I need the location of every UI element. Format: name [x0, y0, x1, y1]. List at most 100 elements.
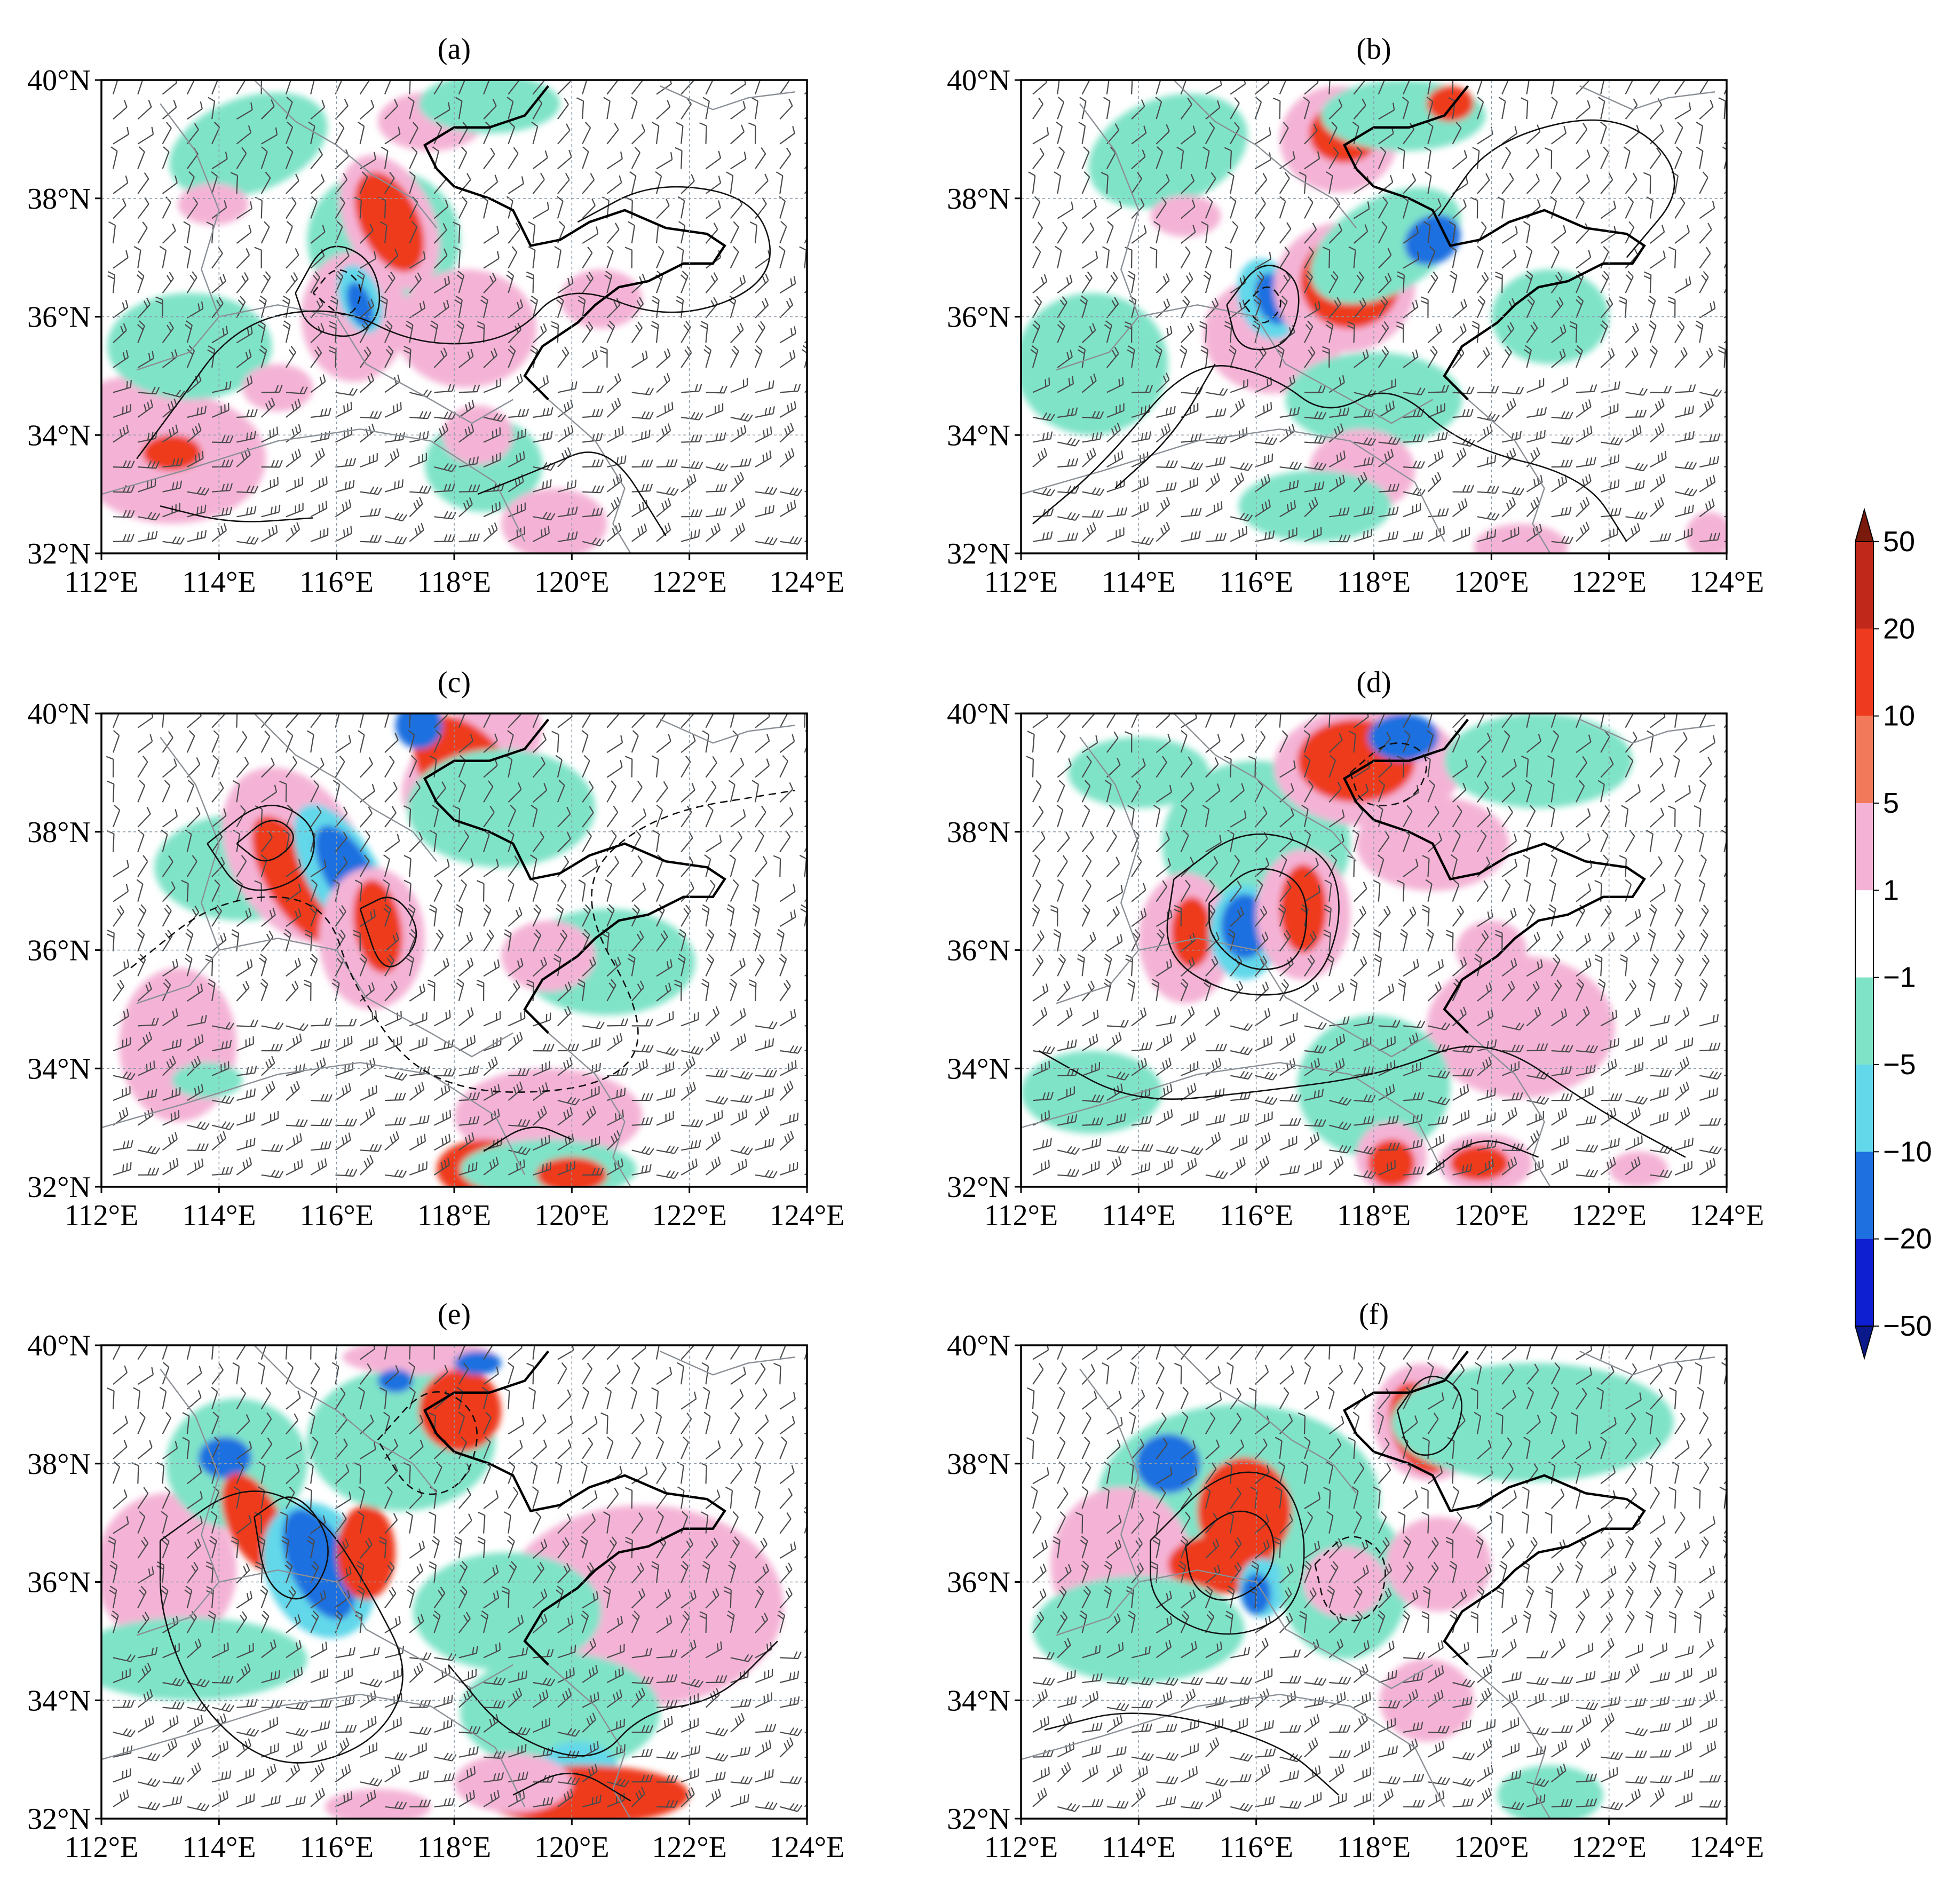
wind-barb	[681, 1718, 699, 1733]
border-line	[219, 938, 513, 1058]
wind-barb	[508, 1615, 524, 1633]
contour-line	[312, 269, 361, 315]
wind-barb	[1056, 804, 1064, 828]
wind-barb	[1477, 982, 1492, 1002]
wind-barb	[1600, 173, 1613, 194]
wind-barb	[1650, 1087, 1669, 1101]
wind-barb	[1124, 731, 1133, 753]
wind-barb	[1057, 201, 1074, 219]
wind-barb	[1549, 879, 1556, 902]
wind-barb	[1106, 146, 1116, 169]
wind-barb	[754, 345, 763, 368]
wind-barb	[1427, 1640, 1444, 1659]
wind-barb	[409, 485, 432, 494]
wind-barb	[600, 1412, 608, 1434]
wind-barb	[1575, 295, 1584, 319]
wind-barb	[359, 373, 375, 393]
wind-barb	[185, 929, 194, 952]
wind-barb	[182, 1412, 190, 1434]
wind-barb	[606, 497, 621, 518]
wind-barb	[705, 805, 714, 828]
wind-barb	[1106, 346, 1119, 368]
wind-barb	[755, 758, 770, 778]
wind-barb	[779, 1080, 794, 1101]
wind-barb	[1674, 487, 1698, 497]
wind-barb	[1304, 1391, 1319, 1410]
wind-barb	[384, 1801, 407, 1810]
wind-barb	[1304, 320, 1314, 343]
wind-barb	[1328, 713, 1331, 728]
lat-tick-label: 40°N	[27, 1329, 91, 1362]
wind-barb	[1205, 956, 1219, 977]
wind-barb	[730, 1070, 753, 1080]
wind-barb	[433, 1345, 435, 1360]
wind-barb	[1576, 1738, 1591, 1758]
wind-barb	[1674, 225, 1690, 244]
colorbar-frame	[1855, 541, 1874, 1327]
wind-barb	[1403, 173, 1417, 194]
wind-barb	[1424, 171, 1432, 194]
coastline	[423, 1350, 726, 1666]
wind-barb	[384, 1513, 398, 1534]
wind-barb	[211, 297, 224, 319]
wind-barb	[1452, 323, 1467, 344]
wind-barb	[1695, 1362, 1703, 1385]
border-line	[548, 1032, 631, 1187]
anomaly-red	[143, 435, 202, 471]
wind-barb	[162, 1776, 185, 1785]
wind-barb	[360, 1789, 376, 1807]
wind-barb	[335, 499, 352, 518]
wind-barb	[1498, 97, 1506, 120]
wind-barb	[1153, 221, 1161, 244]
wind-barb	[1600, 1712, 1615, 1733]
wind-barb	[508, 1081, 523, 1101]
wind-barb	[236, 1088, 256, 1101]
wind-barb	[1697, 1386, 1704, 1409]
wind-barb	[1081, 522, 1097, 542]
wind-barb	[384, 1586, 397, 1608]
wind-barb	[1625, 1345, 1635, 1360]
contour-line	[236, 820, 294, 862]
wind-barb	[1230, 378, 1248, 393]
wind-barb	[409, 1012, 428, 1027]
wind-barb	[508, 1670, 527, 1684]
gridlines	[101, 1345, 807, 1819]
wind-barb	[730, 152, 747, 170]
wind-barb	[755, 1612, 769, 1633]
wind-barb	[211, 781, 224, 803]
wind-barb	[1427, 345, 1438, 368]
wind-barb	[1279, 1691, 1296, 1708]
wind-barb	[1669, 1387, 1677, 1409]
wind-barb	[773, 855, 781, 877]
wind-barb	[606, 320, 615, 343]
wind-barb	[1081, 323, 1096, 344]
wind-barb	[1032, 983, 1049, 1002]
wind-barb	[1230, 1023, 1253, 1032]
wind-barb	[631, 523, 647, 542]
wind-barb	[458, 755, 466, 778]
wind-barb	[603, 1511, 611, 1534]
wind-barb	[1427, 323, 1442, 344]
wind-barb	[730, 472, 745, 493]
wind-barb	[458, 146, 468, 169]
wind-barb	[1600, 200, 1616, 219]
lon-tick-label: 114°E	[1102, 1831, 1176, 1864]
wind-barb	[236, 448, 251, 467]
wind-barb	[1501, 713, 1514, 728]
wind-barb	[1104, 1560, 1112, 1583]
wind-barb	[1227, 171, 1235, 194]
wind-barb	[1625, 1643, 1643, 1659]
wind-barb	[1501, 1490, 1517, 1509]
wind-barb	[1057, 532, 1079, 542]
wind-barb	[458, 1585, 468, 1608]
wind-barb	[779, 147, 792, 169]
wind-barb	[1304, 858, 1319, 877]
wind-barb	[286, 957, 301, 977]
wind-barb	[384, 1764, 401, 1783]
wind-barb	[705, 200, 721, 219]
wind-barb	[804, 1350, 807, 1360]
wind-barb	[1032, 930, 1045, 952]
wind-barb	[211, 381, 232, 393]
wind-barb	[212, 1676, 234, 1684]
wind-barb	[1621, 805, 1629, 828]
